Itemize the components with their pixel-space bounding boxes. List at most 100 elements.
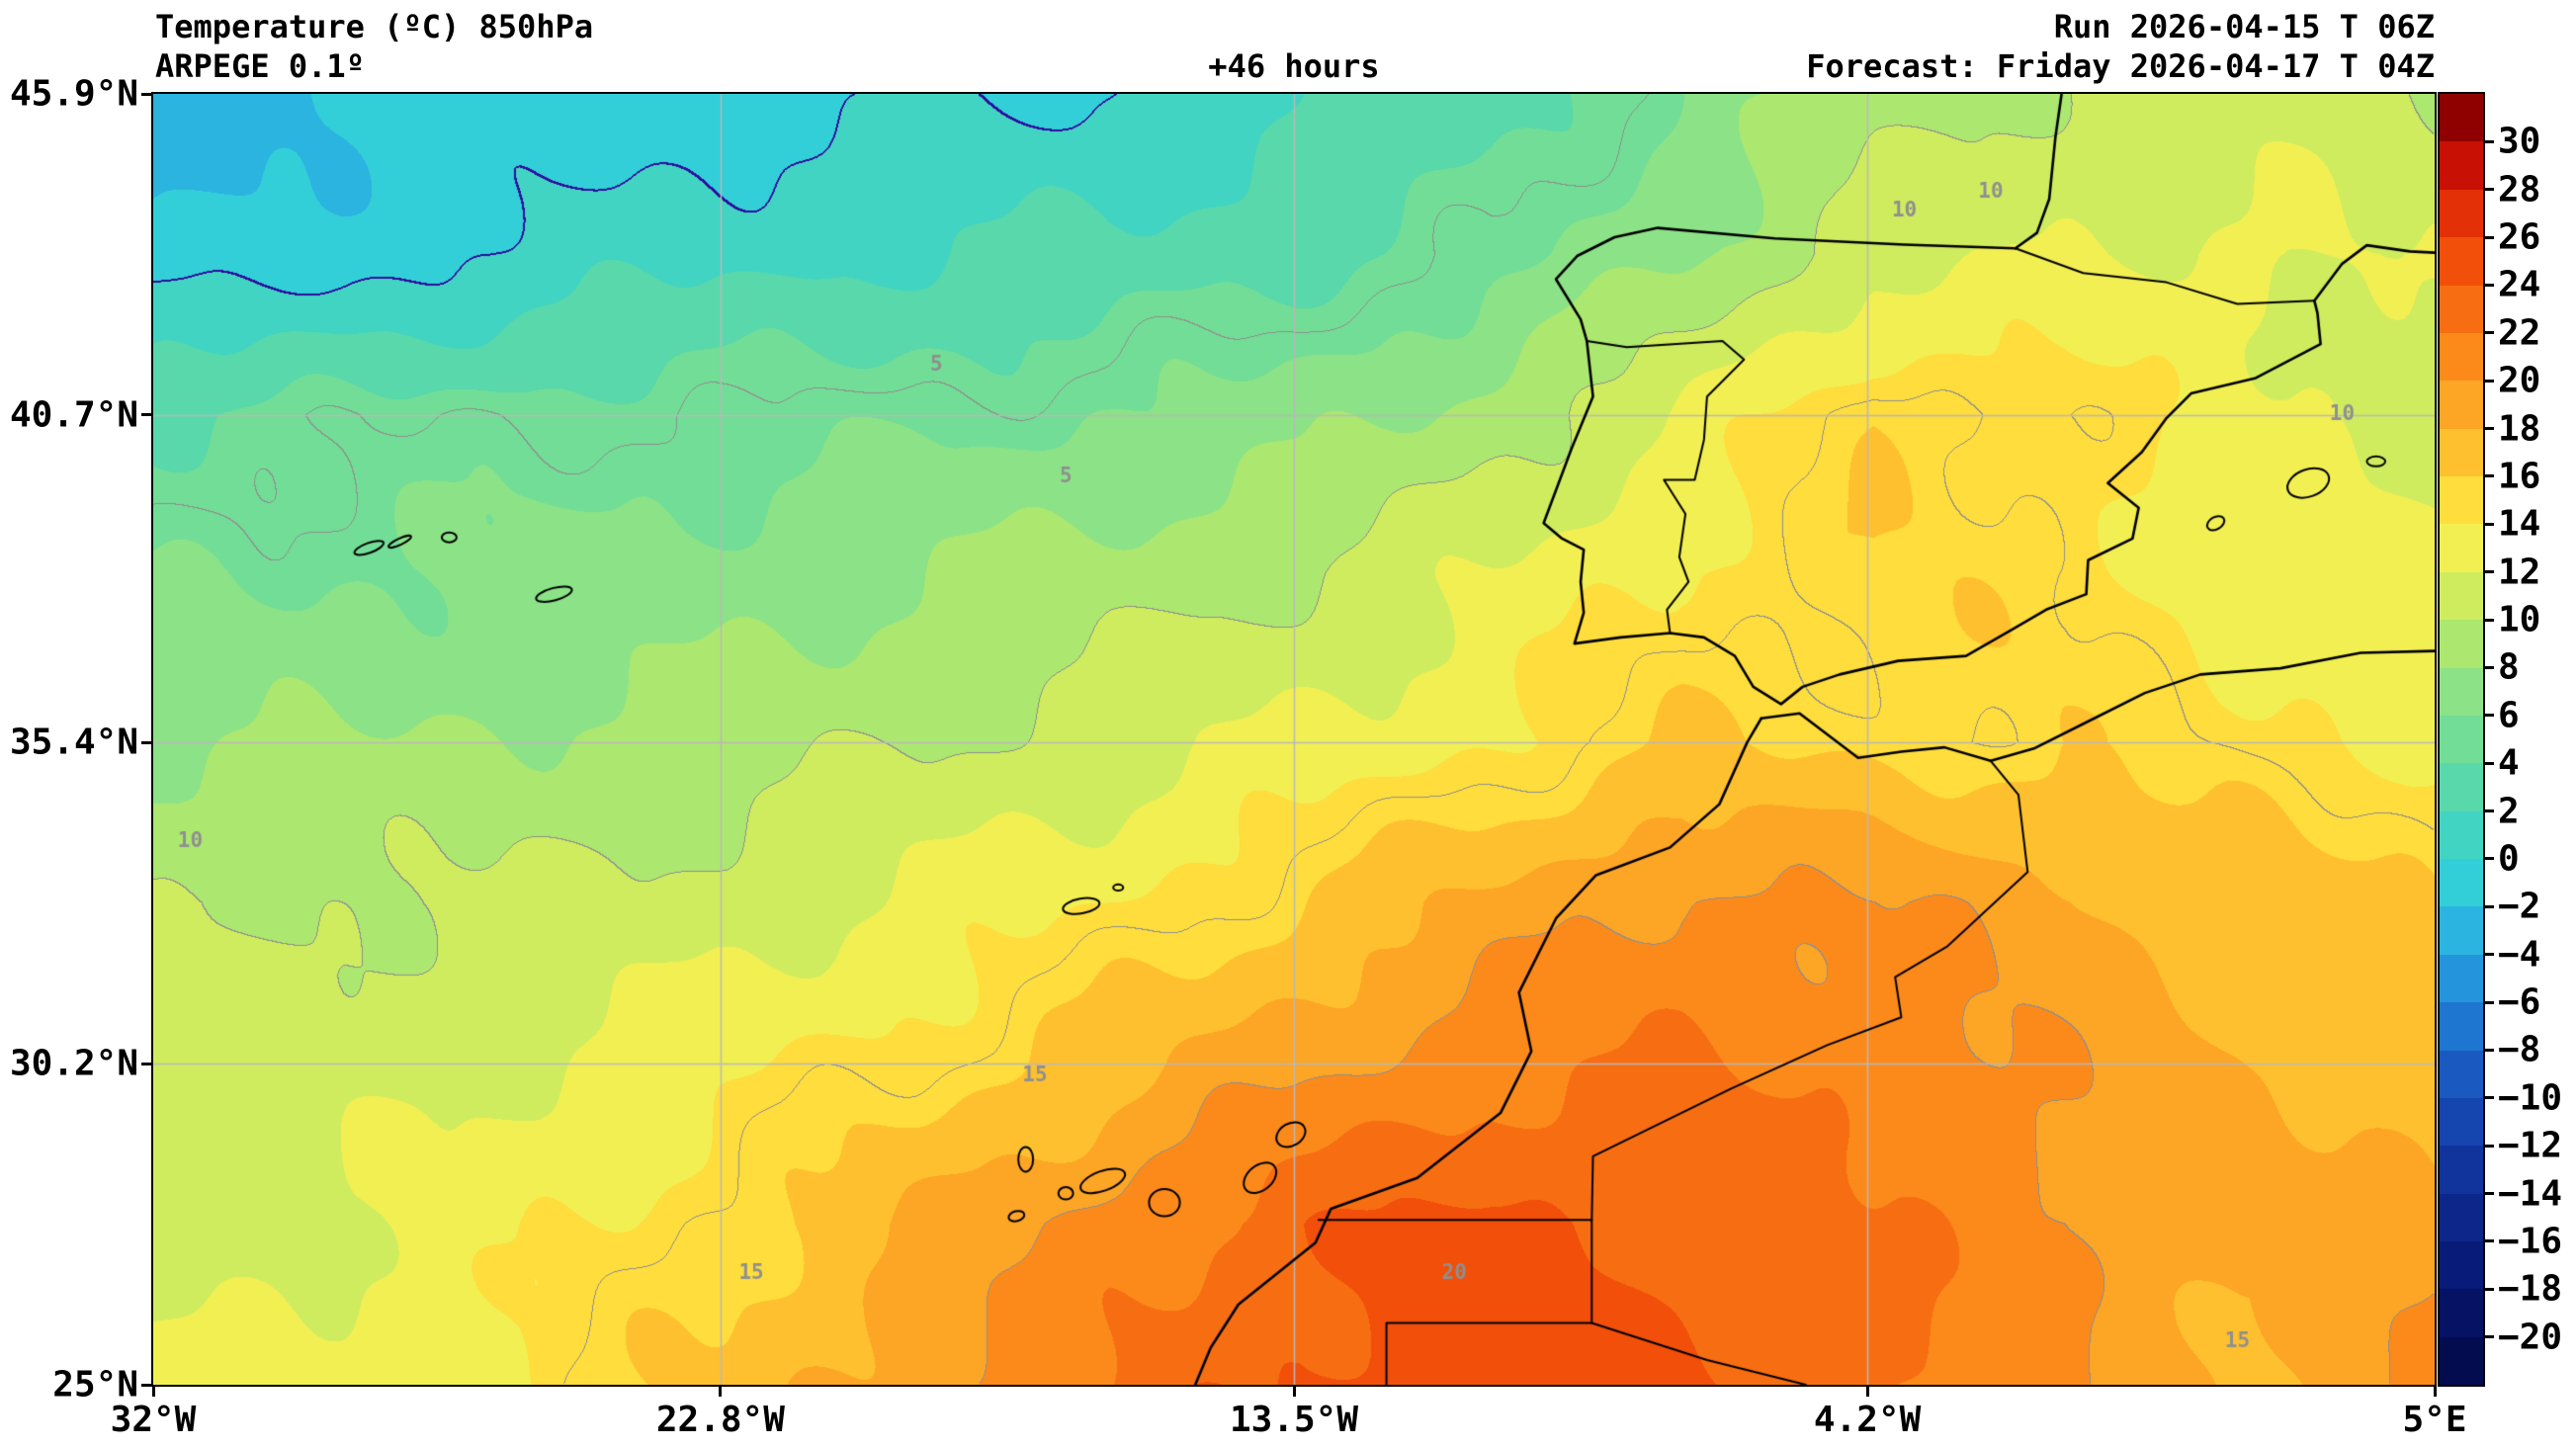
colorbar-tick-label: 20 bbox=[2498, 360, 2541, 401]
colorbar-segment bbox=[2440, 1050, 2483, 1098]
y-tick-mark bbox=[141, 740, 151, 744]
colorbar-segment bbox=[2440, 1002, 2483, 1051]
colorbar-tick-mark bbox=[2485, 1287, 2494, 1291]
colorbar-tick-mark bbox=[2485, 427, 2494, 431]
x-tick-label: 22.8°W bbox=[655, 1400, 785, 1440]
map-frame bbox=[151, 92, 2437, 1387]
colorbar-tick-label: −4 bbox=[2498, 934, 2541, 976]
colorbar-tick-mark bbox=[2485, 139, 2494, 143]
lead-time-label: +46 hours bbox=[1208, 47, 1380, 85]
y-tick-mark bbox=[141, 1383, 151, 1387]
colorbar-tick-mark bbox=[2485, 1335, 2494, 1339]
colorbar-segment bbox=[2440, 859, 2483, 907]
x-tick-mark bbox=[1865, 1387, 1869, 1397]
colorbar-tick-mark bbox=[2485, 379, 2494, 383]
colorbar-segment bbox=[2440, 1241, 2483, 1290]
colorbar-tick-mark bbox=[2485, 714, 2494, 718]
colorbar-segment bbox=[2440, 141, 2483, 190]
y-tick-label: 25°N bbox=[52, 1364, 138, 1405]
x-tick-label: 4.2°W bbox=[1813, 1400, 1922, 1440]
colorbar-tick-mark bbox=[2485, 953, 2494, 957]
colorbar-tick-label: 26 bbox=[2498, 216, 2541, 258]
colorbar-tick-label: 30 bbox=[2498, 121, 2541, 162]
colorbar-segment bbox=[2440, 189, 2483, 238]
colorbar-tick-mark bbox=[2485, 809, 2494, 813]
map-canvas bbox=[153, 94, 2435, 1385]
colorbar-segment bbox=[2440, 763, 2483, 811]
colorbar-tick-label: 22 bbox=[2498, 312, 2541, 354]
colorbar-tick-label: 6 bbox=[2498, 695, 2520, 736]
colorbar-segment bbox=[2440, 428, 2483, 476]
model-label: ARPEGE 0.1º bbox=[155, 47, 365, 85]
colorbar-tick-label: 16 bbox=[2498, 456, 2541, 497]
colorbar-segment bbox=[2440, 94, 2483, 142]
colorbar-segment bbox=[2440, 1146, 2483, 1194]
x-tick-label: 5°E bbox=[2402, 1400, 2467, 1440]
colorbar-tick-mark bbox=[2485, 1096, 2494, 1100]
y-tick-label: 45.9°N bbox=[9, 73, 138, 115]
y-tick-label: 30.2°N bbox=[9, 1043, 138, 1084]
colorbar-tick-mark bbox=[2485, 188, 2494, 192]
colorbar-tick-label: −8 bbox=[2498, 1029, 2541, 1070]
colorbar-tick-mark bbox=[2485, 1000, 2494, 1004]
colorbar-tick-label: −10 bbox=[2498, 1077, 2563, 1119]
colorbar bbox=[2438, 92, 2485, 1387]
y-tick-label: 35.4°N bbox=[9, 722, 138, 763]
colorbar-segment bbox=[2440, 954, 2483, 1003]
colorbar-segment bbox=[2440, 1193, 2483, 1241]
colorbar-tick-mark bbox=[2485, 235, 2494, 239]
y-tick-mark bbox=[141, 413, 151, 417]
y-tick-mark bbox=[141, 92, 151, 96]
colorbar-tick-mark bbox=[2485, 474, 2494, 478]
colorbar-tick-label: −12 bbox=[2498, 1125, 2563, 1166]
colorbar-tick-label: 28 bbox=[2498, 169, 2541, 211]
colorbar-tick-label: 12 bbox=[2498, 552, 2541, 593]
colorbar-tick-label: 14 bbox=[2498, 503, 2541, 545]
colorbar-tick-mark bbox=[2485, 904, 2494, 908]
colorbar-segment bbox=[2440, 381, 2483, 429]
map-title: Temperature (ºC) 850hPa bbox=[155, 8, 594, 45]
colorbar-segment bbox=[2440, 237, 2483, 286]
colorbar-segment bbox=[2440, 571, 2483, 621]
colorbar-tick-mark bbox=[2485, 761, 2494, 765]
y-tick-mark bbox=[141, 1062, 151, 1065]
colorbar-segment bbox=[2440, 476, 2483, 525]
colorbar-segment bbox=[2440, 906, 2483, 955]
colorbar-segment bbox=[2440, 620, 2483, 668]
colorbar-tick-label: −18 bbox=[2498, 1268, 2563, 1310]
colorbar-tick-label: 0 bbox=[2498, 838, 2520, 880]
colorbar-segment bbox=[2440, 1097, 2483, 1147]
colorbar-tick-label: 8 bbox=[2498, 646, 2520, 688]
y-tick-label: 40.7°N bbox=[9, 394, 138, 436]
colorbar-tick-mark bbox=[2485, 665, 2494, 669]
colorbar-tick-label: −20 bbox=[2498, 1317, 2563, 1358]
colorbar-segment bbox=[2440, 715, 2483, 764]
colorbar-segment bbox=[2440, 1336, 2483, 1386]
x-tick-mark bbox=[2433, 1387, 2437, 1397]
colorbar-tick-mark bbox=[2485, 1048, 2494, 1052]
colorbar-segment bbox=[2440, 524, 2483, 572]
colorbar-tick-label: 18 bbox=[2498, 408, 2541, 450]
colorbar-tick-mark bbox=[2485, 1144, 2494, 1148]
colorbar-segment bbox=[2440, 810, 2483, 859]
x-tick-label: 13.5°W bbox=[1229, 1400, 1359, 1440]
run-label: Run 2026-04-15 T 06Z bbox=[2053, 8, 2435, 45]
x-tick-label: 32°W bbox=[110, 1400, 197, 1440]
colorbar-tick-label: 4 bbox=[2498, 742, 2520, 784]
colorbar-tick-mark bbox=[2485, 618, 2494, 622]
colorbar-tick-label: −16 bbox=[2498, 1221, 2563, 1262]
x-tick-mark bbox=[719, 1387, 723, 1397]
colorbar-tick-label: 10 bbox=[2498, 599, 2541, 640]
colorbar-tick-mark bbox=[2485, 283, 2494, 287]
colorbar-tick-mark bbox=[2485, 1192, 2494, 1196]
colorbar-tick-label: −2 bbox=[2498, 886, 2541, 927]
colorbar-tick-mark bbox=[2485, 331, 2494, 335]
forecast-label: Forecast: Friday 2026-04-17 T 04Z bbox=[1806, 47, 2435, 85]
colorbar-segment bbox=[2440, 332, 2483, 382]
colorbar-segment bbox=[2440, 285, 2483, 333]
colorbar-tick-mark bbox=[2485, 522, 2494, 526]
colorbar-tick-mark bbox=[2485, 1239, 2494, 1243]
colorbar-tick-mark bbox=[2485, 570, 2494, 574]
colorbar-tick-label: −6 bbox=[2498, 981, 2541, 1023]
